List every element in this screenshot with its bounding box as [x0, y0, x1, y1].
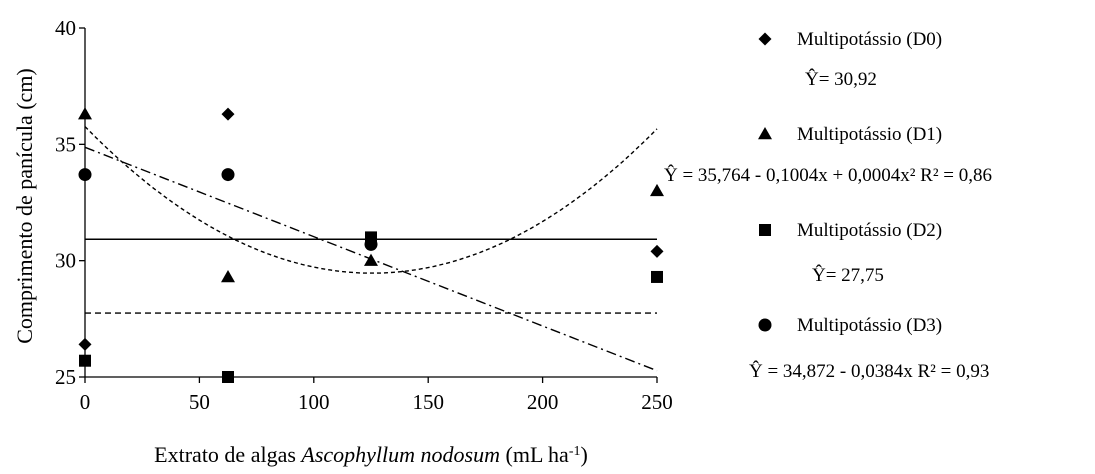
x-axis-label-italic: Ascophyllum nodosum — [299, 442, 500, 467]
axes: 25 30 35 40 0 50 100 150 200 250 — [55, 16, 673, 414]
y-tick-label: 35 — [55, 132, 76, 156]
legend-marker-series-0 — [758, 32, 772, 46]
x-axis-label-prefix: Extrato de algas — [154, 442, 301, 467]
data-point-series-0 — [650, 244, 664, 258]
data-point-series-0 — [221, 107, 235, 121]
legend-equation-series-2: Ŷ= 27,75 — [812, 264, 884, 286]
x-axis-label-unit-sup: -1 — [569, 444, 581, 459]
data-point-series-1 — [364, 253, 378, 266]
legend-label-series-1: Multipotássio (D1) — [797, 124, 942, 145]
x-tick-label: 100 — [298, 390, 330, 414]
data-point-series-1 — [650, 183, 664, 197]
x-tick-label: 50 — [189, 390, 210, 414]
data-point-series-3 — [221, 168, 235, 182]
x-tick-label: 150 — [412, 390, 444, 414]
plot-area — [78, 107, 664, 383]
y-tick-label: 25 — [55, 365, 76, 389]
y-tick-label: 40 — [55, 16, 76, 40]
legend-label-series-0: Multipotássio (D0) — [797, 29, 942, 50]
legend-marker-series-3 — [758, 318, 772, 332]
legend-equation-series-0: Ŷ= 30,92 — [805, 68, 877, 90]
data-point-series-2 — [651, 270, 663, 283]
y-tick-label: 30 — [55, 249, 76, 273]
legend-equation-series-3: Ŷ = 34,872 - 0,0384x R² = 0,93 — [749, 360, 989, 382]
x-tick-label: 0 — [80, 390, 91, 414]
fit-line-series-1 — [84, 126, 658, 274]
legend-label-series-2: Multipotássio (D2) — [797, 220, 942, 241]
legend-marker-series-1 — [758, 127, 772, 140]
x-axis-label: Extrato de algas Ascophyllum nodosum (mL… — [154, 442, 588, 467]
legend-marker-series-2 — [759, 224, 771, 236]
x-axis-label-unit-end: ) — [581, 442, 588, 467]
x-axis-label-unit: (mL ha — [500, 442, 569, 467]
x-tick-label: 200 — [527, 390, 559, 414]
data-point-series-1 — [221, 269, 235, 283]
y-axis-label: Comprimento de panícula (cm) — [12, 68, 37, 344]
legend: Multipotássio (D0) Ŷ= 30,92 Multipotássio … — [664, 29, 992, 382]
legend-equation-series-1: Ŷ = 35,764 - 0,1004x + 0,0004x² R² = 0,8… — [664, 164, 992, 186]
x-tick-label: 250 — [641, 390, 673, 414]
data-point-series-3 — [364, 237, 378, 251]
legend-label-series-3: Multipotássio (D3) — [797, 315, 942, 336]
